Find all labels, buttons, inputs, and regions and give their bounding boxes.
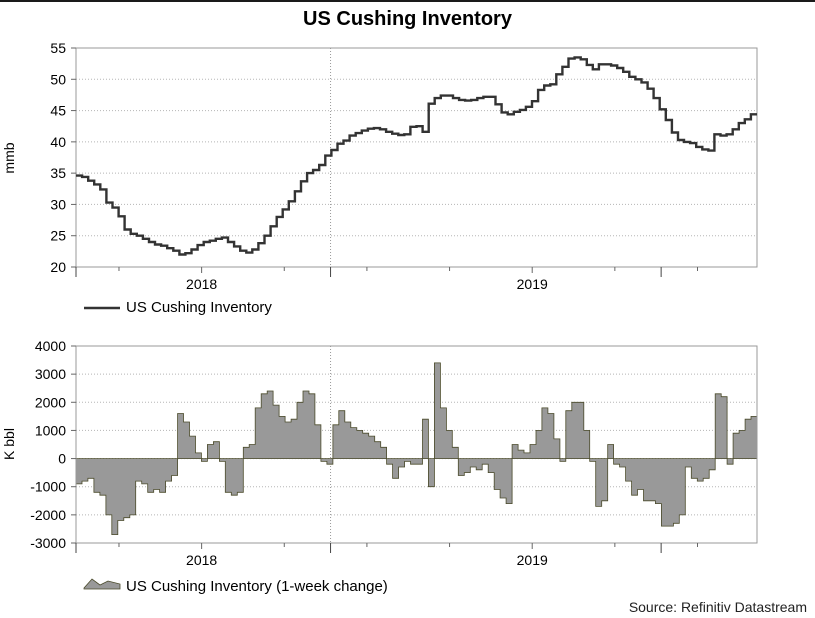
y-tick-label: 25 bbox=[50, 228, 66, 244]
x-tick-label: 2018 bbox=[186, 552, 217, 568]
y-tick-label: -3000 bbox=[30, 535, 66, 551]
bottom-plot-frame bbox=[75, 345, 758, 544]
y-tick-label: 4000 bbox=[35, 338, 66, 354]
top-plot-frame bbox=[75, 47, 758, 268]
y-tick-label: 1000 bbox=[35, 422, 66, 438]
bottom-y-axis-label: K bbl bbox=[1, 428, 17, 460]
y-tick-label: -2000 bbox=[30, 507, 66, 523]
bottom-x-ticks: 2018 2019 bbox=[75, 543, 698, 568]
top-legend-label: US Cushing Inventory bbox=[126, 299, 272, 316]
source-note: Source: Refinitiv Datastream bbox=[628, 599, 807, 615]
bottom-legend-label: US Cushing Inventory (1-week change) bbox=[126, 578, 388, 595]
y-tick-label: 30 bbox=[50, 196, 66, 212]
y-tick-label: 45 bbox=[50, 103, 66, 119]
weekly-change-area bbox=[75, 362, 758, 535]
y-tick-label: 55 bbox=[50, 40, 66, 56]
x-tick-label: 2018 bbox=[186, 276, 217, 292]
top-y-axis-label: mmb bbox=[1, 142, 17, 173]
y-tick-label: 0 bbox=[58, 451, 66, 467]
inventory-line bbox=[76, 56, 757, 256]
y-tick-label: 40 bbox=[50, 134, 66, 150]
x-tick-label: 2019 bbox=[517, 276, 548, 292]
y-tick-label: 50 bbox=[50, 71, 66, 87]
y-tick-label: 20 bbox=[50, 259, 66, 275]
top-x-ticks: 2018 2019 bbox=[75, 267, 698, 292]
y-tick-label: -1000 bbox=[30, 479, 66, 495]
top-y-ticks: 20 25 30 35 40 45 50 55 bbox=[50, 40, 76, 275]
x-tick-label: 2019 bbox=[517, 552, 548, 568]
bottom-legend-swatch bbox=[83, 578, 121, 590]
bottom-y-ticks: -3000 -2000 -1000 0 1000 2000 3000 4000 bbox=[30, 338, 76, 551]
y-tick-label: 3000 bbox=[35, 366, 66, 382]
y-tick-label: 2000 bbox=[35, 394, 66, 410]
chart-title: US Cushing Inventory bbox=[303, 8, 512, 30]
top-gridlines bbox=[76, 47, 757, 268]
y-tick-label: 35 bbox=[50, 165, 66, 181]
